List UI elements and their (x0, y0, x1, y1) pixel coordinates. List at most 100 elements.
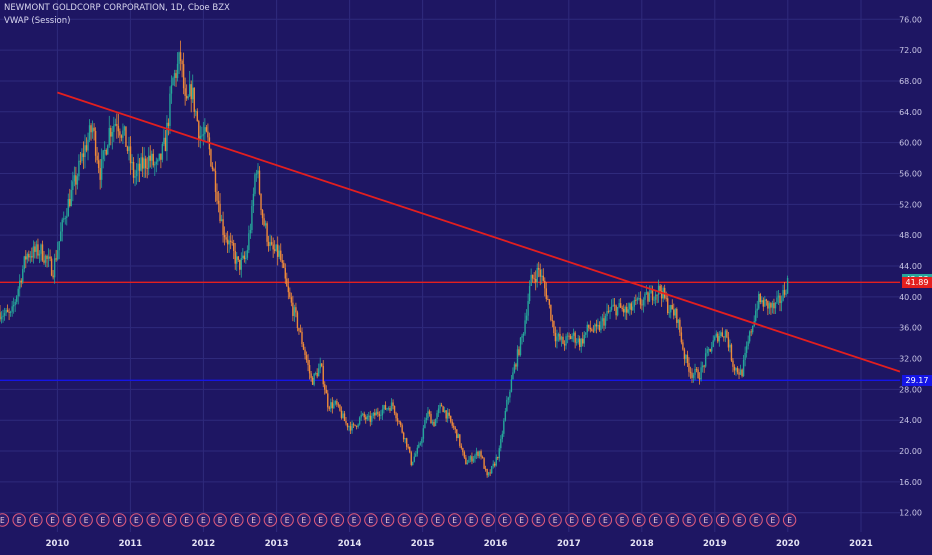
candle-body (14, 301, 16, 306)
candle-body (528, 286, 531, 302)
candle-body (0, 316, 3, 320)
candle-body (111, 131, 113, 137)
candle-body (249, 229, 252, 234)
candle-body (248, 233, 250, 251)
candle-body (527, 301, 529, 316)
x-tick-label: 2020 (776, 539, 800, 549)
candle-body (510, 379, 513, 392)
candle-body (360, 414, 362, 418)
candle-body (459, 434, 461, 446)
candle-body (304, 349, 306, 356)
candle-body (554, 333, 557, 342)
earnings-marker (263, 513, 278, 527)
candle-body (404, 438, 406, 440)
candle-body (761, 300, 763, 303)
candle-body (425, 418, 428, 420)
candle-body (132, 161, 135, 178)
candle-body (721, 332, 724, 337)
candle-body (140, 157, 142, 171)
candle-body (577, 338, 579, 343)
earnings-marker (112, 513, 127, 527)
earnings-marker (531, 513, 546, 527)
candle-body (703, 365, 705, 367)
candle-body (701, 365, 704, 368)
candle-body (251, 205, 253, 230)
candle-body (50, 258, 53, 276)
candle-body (113, 125, 115, 132)
candle-body (47, 256, 50, 259)
candle-body (272, 244, 274, 250)
candle-body (677, 319, 680, 323)
candle-body (143, 158, 145, 169)
candle-body (196, 111, 198, 122)
candle-body (409, 446, 411, 453)
earnings-marker (665, 513, 680, 527)
candle-body (756, 308, 758, 311)
candle-body (767, 300, 769, 309)
candle-body (170, 85, 173, 94)
candle-body (548, 299, 551, 305)
candle-body (436, 413, 438, 420)
candle-body (76, 176, 79, 185)
earnings-marker (548, 513, 562, 527)
candle-body (46, 255, 48, 259)
candle-body (469, 456, 472, 460)
candle-body (277, 244, 279, 257)
candle-body (296, 312, 299, 329)
candle-body (707, 348, 710, 350)
candle-body (52, 275, 54, 278)
candle-body (751, 325, 754, 333)
candle-body (239, 259, 241, 270)
indicator-label: VWAP (Session) (4, 16, 71, 26)
candle-body (405, 438, 408, 447)
candle-body (477, 451, 479, 457)
candle-body (566, 335, 569, 337)
earnings-marker (447, 513, 462, 527)
x-tick-label: 2021 (849, 539, 873, 549)
candle-body (521, 335, 523, 338)
candle-body (387, 408, 390, 409)
earnings-marker-label: E (586, 516, 591, 525)
candle-body (653, 299, 655, 301)
earnings-marker-label: E (302, 516, 307, 525)
candle-body (175, 73, 177, 78)
candle-body (738, 372, 740, 375)
candle-body (255, 173, 258, 175)
candle-body (785, 293, 787, 295)
candle-body (601, 318, 604, 322)
candle-body (389, 408, 391, 411)
y-tick-label: 20.00 (899, 447, 922, 456)
candle-body (35, 244, 38, 252)
candle-body (524, 320, 526, 334)
candle-body (135, 170, 138, 177)
candle-body (578, 338, 581, 347)
candle-body (421, 438, 423, 444)
candle-body (93, 127, 95, 131)
candle-body (463, 452, 466, 458)
candle-body (779, 295, 781, 304)
candle-body (519, 337, 522, 355)
candle-body (633, 300, 636, 307)
candle-body (69, 198, 71, 207)
candle-body (243, 255, 246, 260)
candle-body (280, 250, 282, 261)
candle-body (102, 150, 104, 160)
candle-body (451, 421, 453, 426)
candle-body (487, 472, 490, 476)
candle-body (402, 432, 405, 440)
candle-body (144, 158, 147, 169)
candle-body (569, 336, 572, 340)
candle-body (419, 443, 422, 445)
earnings-marker-label: E (569, 516, 574, 525)
candle-body (372, 412, 375, 416)
earnings-marker-label: E (268, 516, 273, 525)
earnings-marker-label: E (787, 516, 792, 525)
earnings-marker-label: E (519, 516, 524, 525)
candle-body (442, 406, 444, 413)
candle-body (38, 253, 41, 256)
candle-body (586, 324, 588, 333)
candle-body (351, 423, 353, 431)
support-price-tag: 29.17 (902, 374, 932, 386)
candle-body (223, 234, 226, 238)
